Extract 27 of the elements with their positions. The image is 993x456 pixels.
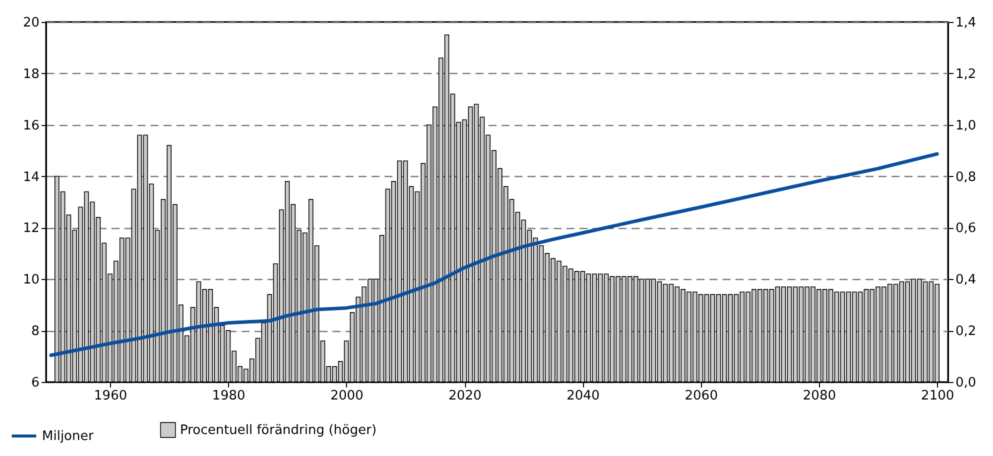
y2-tick-label: 1,2	[956, 66, 976, 82]
legend-label: Procentuell förändring (höger)	[180, 423, 377, 438]
y2-tick-label: 1,4	[956, 16, 976, 30]
y2-tick-label: 0,4	[956, 272, 976, 288]
y-tick-label: 10	[22, 272, 40, 288]
line-series	[49, 152, 939, 358]
y-tick-label: 20	[22, 16, 40, 30]
x-tick-label: 2020	[448, 388, 482, 404]
y2-tick-label: 0,6	[956, 221, 976, 236]
y2-tick-label: 1,0	[956, 118, 976, 134]
x-tick-label: 2100	[921, 388, 954, 404]
y2-tick-label: 0,8	[956, 170, 976, 185]
y-tick-label: 8	[31, 324, 40, 340]
y2-tick-label: 0,0	[956, 376, 976, 390]
x-tick-label: 2080	[802, 388, 836, 404]
y-tick-label: 6	[31, 376, 40, 390]
x-tick-label: 1980	[212, 388, 246, 404]
x-tick-label: 2040	[566, 388, 600, 404]
y-tick-label: 16	[22, 118, 40, 134]
y-tick-label: 12	[22, 221, 40, 236]
x-tick-label: 2000	[330, 388, 364, 404]
y2-tick-label: 0,2	[956, 324, 976, 340]
x-tick-label: 2060	[684, 388, 718, 404]
y-tick-label: 18	[22, 66, 40, 82]
x-tick-label: 1960	[94, 388, 128, 404]
legend-label: Miljoner	[42, 429, 94, 444]
y-tick-label: 14	[22, 170, 40, 185]
